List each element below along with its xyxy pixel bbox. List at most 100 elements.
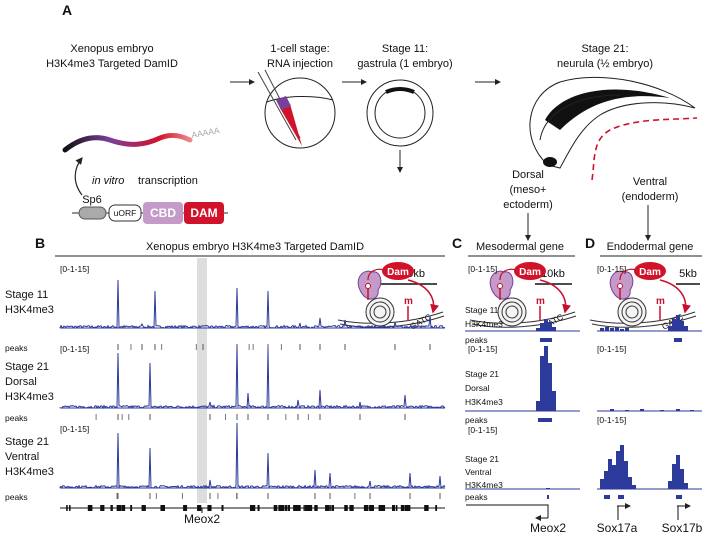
- gene-block: [314, 505, 318, 511]
- panel-title: Xenopus embryo H3K4me3 Targeted DamID: [146, 241, 364, 253]
- signal-bin: [540, 323, 544, 331]
- methyl-label: m: [536, 296, 545, 307]
- gene-block: [344, 505, 348, 511]
- gene-block: [331, 505, 335, 511]
- signal-bin: [546, 488, 550, 489]
- gene-block: [349, 505, 354, 511]
- gene-block: [141, 505, 146, 511]
- dam-protein: [634, 262, 666, 280]
- peak-bar: [540, 338, 552, 342]
- uorf-label: uORF: [114, 208, 137, 218]
- ventral-label: Ventral: [633, 176, 667, 188]
- track-name: H3K4me3: [465, 480, 503, 490]
- gene-block: [183, 505, 186, 511]
- signal-bin: [690, 410, 694, 411]
- polya: AAAAA: [191, 125, 221, 140]
- needle-tip: [280, 104, 302, 146]
- track-name: Stage 21: [5, 436, 49, 448]
- signal-bin: [548, 322, 552, 331]
- track-name: Stage 21: [465, 369, 499, 379]
- needle: [257, 71, 297, 141]
- gene-block: [66, 505, 68, 511]
- peak-bar: [674, 338, 682, 342]
- tether-end: [617, 283, 623, 289]
- signal-bin: [536, 328, 540, 331]
- gene-block: [221, 505, 224, 511]
- signal-bin: [600, 479, 604, 489]
- neurula-blob: [543, 157, 557, 167]
- track-name: Stage 21: [5, 361, 49, 373]
- dam-protein-label: Dam: [639, 267, 661, 278]
- one-cell-embryo: [264, 77, 336, 149]
- signal-bin: [668, 326, 672, 331]
- track-name: H3K4me3: [465, 397, 503, 407]
- signal-bin: [612, 465, 616, 489]
- signal-bin: [610, 328, 614, 331]
- dorsal-label: ectoderm): [503, 199, 553, 211]
- dam-protein-label: Dam: [387, 267, 409, 278]
- gastrula-mark: [385, 87, 415, 94]
- signal-bin: [608, 459, 612, 489]
- gene-block: [435, 505, 438, 511]
- track-name: Dorsal: [5, 376, 37, 388]
- gene-block: [381, 505, 386, 511]
- track-range: [0-1-15]: [597, 415, 626, 425]
- embryo-line: [266, 95, 334, 103]
- gene-label: Sox17b: [662, 521, 703, 535]
- track-range: [0-1-15]: [60, 344, 89, 354]
- signal-bin: [676, 455, 680, 489]
- signal-bin: [604, 471, 608, 489]
- rna-strand: [62, 132, 193, 153]
- signal-bin: [672, 319, 676, 331]
- gene-block: [295, 505, 301, 511]
- dam-protein: [382, 262, 414, 280]
- dorsal-label: Dorsal: [512, 169, 544, 181]
- neurula-line: [539, 94, 621, 141]
- track-name: Stage 21: [465, 454, 499, 464]
- gene-block: [279, 505, 283, 511]
- gene-block: [88, 505, 93, 511]
- track-name: Ventral: [465, 467, 492, 477]
- track-range: [0-1-15]: [597, 264, 626, 274]
- gene-block: [69, 505, 71, 511]
- track-range: [0-1-15]: [597, 344, 626, 354]
- dam-label: DAM: [190, 206, 217, 220]
- gene-structure: [466, 504, 549, 518]
- transcription-arrow: [74, 157, 83, 196]
- gene-block: [160, 505, 165, 511]
- ventral-label: (endoderm): [622, 191, 679, 203]
- signal-bin: [684, 483, 688, 489]
- track-range: [0-1-15]: [468, 425, 497, 435]
- track-name: H3K4me3: [5, 304, 54, 316]
- signal-bin: [540, 356, 544, 411]
- dorsal-label: (meso+: [510, 184, 547, 196]
- signal-bin: [552, 391, 556, 411]
- gene-block: [197, 505, 202, 511]
- gene-block: [116, 505, 122, 511]
- methyl-label: m: [404, 296, 413, 307]
- gene-block: [378, 505, 384, 511]
- peak-bar: [618, 495, 624, 499]
- scale-label: 5kb: [679, 268, 697, 280]
- track-name: Dorsal: [465, 383, 490, 393]
- signal-bin: [672, 464, 676, 489]
- gene-block: [257, 505, 260, 511]
- panel-label: D: [585, 235, 595, 251]
- cbd-box: [143, 202, 183, 224]
- transcription-label: in vitro: [92, 175, 124, 187]
- dam-box: [184, 202, 224, 224]
- stage-label: Stage 11:: [382, 43, 428, 55]
- peaks-label: peaks: [465, 492, 488, 502]
- panel-label: B: [35, 235, 45, 251]
- promoter-box: [78, 206, 107, 220]
- panel-label: C: [452, 235, 462, 251]
- gene-block: [303, 505, 305, 511]
- transcription-label: transcription: [138, 175, 198, 187]
- signal-bin: [680, 469, 684, 489]
- gene-block: [110, 505, 113, 511]
- gastrula-inner: [374, 87, 426, 139]
- gene-label: Meox2: [184, 512, 220, 526]
- gene-block: [330, 505, 332, 511]
- signal-bin: [615, 327, 619, 331]
